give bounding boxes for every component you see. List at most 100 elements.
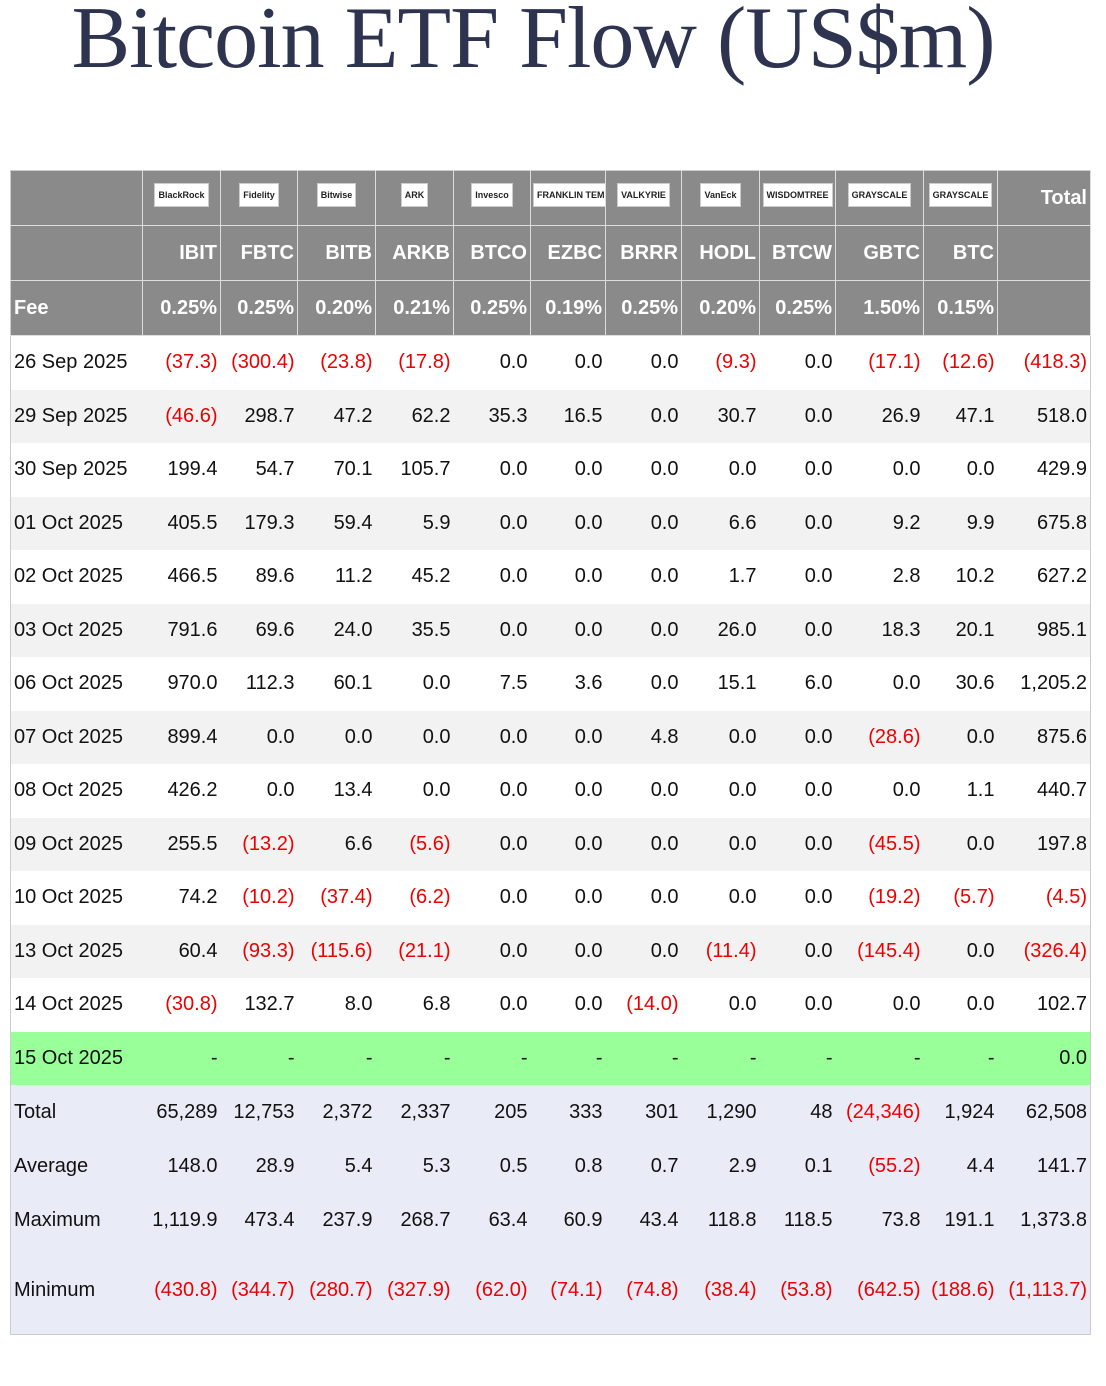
summary-value: 148.0	[142, 1139, 221, 1193]
summary-value: 2,337	[375, 1085, 454, 1139]
flow-value: 0.0	[804, 351, 833, 374]
flow-value: 8.0	[344, 993, 373, 1016]
logo-cell: Fidelity	[220, 170, 298, 226]
flow-value: 9.2	[835, 496, 924, 550]
summary-value: 5.4	[297, 1139, 376, 1193]
flow-value: (28.6)	[835, 710, 924, 764]
summary-label: Maximum	[10, 1193, 143, 1247]
flow-value: 0.0	[530, 710, 606, 764]
flow-value: 13.4	[333, 779, 373, 802]
flow-value: 0.0	[804, 565, 833, 588]
date: 10 Oct 2025	[14, 886, 123, 909]
flow-value: 60.1	[333, 672, 373, 695]
fee: 0.20%	[297, 280, 376, 336]
summary-value: 1,119.9	[142, 1193, 221, 1247]
date: 01 Oct 2025	[10, 496, 143, 550]
flow-value: 0.0	[574, 886, 603, 909]
flow-value: 440.7	[1036, 779, 1087, 802]
fee: 0.25%	[142, 280, 221, 336]
logo-cell: FRANKLIN TEMPLETON	[530, 170, 606, 226]
flow-value: 255.5	[142, 817, 221, 871]
flow-value: (37.4)	[320, 886, 373, 909]
date: 09 Oct 2025	[10, 817, 143, 871]
ticker: BTC	[923, 225, 998, 281]
fee: 0.25%	[220, 280, 298, 336]
flow-value: (115.6)	[297, 924, 376, 978]
flow-value: 35.3	[453, 389, 531, 443]
summary-value: (24,346)	[835, 1085, 924, 1139]
flow-row: 08 Oct 2025 426.2 0.0 13.4 0.0 0.0 0.0 0.0 0.0 0.…	[11, 764, 1091, 818]
flow-value: 0.0	[923, 710, 998, 764]
flow-value: 0.0	[499, 886, 528, 909]
logo-cell: WISDOMTREE	[759, 170, 836, 226]
summary-value: 118.5	[759, 1193, 836, 1247]
flow-value: 985.1	[997, 603, 1091, 657]
logo-row: BlackRock Fidelity Bitwise ARK Invesco FRANKL…	[10, 170, 1091, 226]
summary-value: 2.9	[681, 1139, 760, 1193]
flow-value: 0.0	[759, 817, 836, 871]
flow-value: 426.2	[167, 779, 218, 802]
ticker: IBIT	[142, 225, 221, 281]
flow-value: 1,205.2	[1020, 672, 1087, 695]
ticker: BTCO	[453, 225, 531, 281]
flow-value: 6.0	[804, 672, 833, 695]
logo-cell: GRAYSCALE	[923, 170, 998, 226]
flow-value: 0.0	[499, 779, 528, 802]
summary-row: Average 148.0 28.9 5.4 5.3 0.5 0.8 0.7 2.9 0.1 (55…	[10, 1139, 1091, 1193]
fee: 0.25%	[759, 280, 836, 336]
flow-value: 60.4	[142, 924, 221, 978]
flow-value: 0.0	[220, 710, 298, 764]
issuer-logo: Bitwise	[316, 183, 357, 207]
summary-label: Average	[10, 1139, 143, 1193]
flow-row: 02 Oct 2025 466.5 89.6 11.2 45.2 0.0 0.0 0.0 1.7…	[11, 550, 1091, 604]
date: 03 Oct 2025	[10, 603, 143, 657]
flow-value: -	[142, 1031, 221, 1085]
flow-value: 45.2	[411, 565, 451, 588]
ticker: EZBC	[530, 225, 606, 281]
logo-cell: VanEck	[681, 170, 760, 226]
fee: 1.50%	[835, 280, 924, 336]
summary-value: (38.4)	[681, 1247, 760, 1335]
summary-value: 0.1	[759, 1139, 836, 1193]
date: 08 Oct 2025	[14, 779, 123, 802]
fee-label: Fee	[10, 280, 143, 336]
flow-value: -	[759, 1031, 836, 1085]
issuer-logo: Fidelity	[239, 183, 279, 207]
date: 02 Oct 2025	[14, 565, 123, 588]
flow-value: (45.5)	[835, 817, 924, 871]
flow-value: 132.7	[244, 993, 295, 1016]
date: 26 Sep 2025	[14, 351, 128, 374]
flow-value: 0.0	[804, 779, 833, 802]
flow-value: -	[530, 1031, 606, 1085]
issuer-logo: Invesco	[471, 183, 513, 207]
flow-value: 0.0	[574, 993, 603, 1016]
flow-value: 0.0	[605, 603, 682, 657]
date: 15 Oct 2025	[10, 1031, 143, 1085]
flow-value: 0.0	[923, 924, 998, 978]
summary-value: 301	[605, 1085, 682, 1139]
flow-value: 18.3	[835, 603, 924, 657]
flow-value: 47.1	[923, 389, 998, 443]
flow-value: 0.0	[499, 565, 528, 588]
summary-value: 191.1	[923, 1193, 998, 1247]
flow-value: 0.0	[453, 924, 531, 978]
summary-value: 141.7	[997, 1139, 1091, 1193]
flow-value: 0.0	[650, 672, 679, 695]
flow-value: 62.2	[375, 389, 454, 443]
summary-value: (188.6)	[923, 1247, 998, 1335]
flow-value: 74.2	[178, 886, 218, 909]
flow-value: 0.0	[574, 565, 603, 588]
summary-value: 65,289	[142, 1085, 221, 1139]
flow-row: 06 Oct 2025 970.0 112.3 60.1 0.0 7.5 3.6 0.0 15.…	[11, 657, 1091, 711]
total-header: Total	[997, 170, 1091, 226]
flow-value: 112.3	[245, 672, 295, 695]
flow-value: 0.0	[605, 924, 682, 978]
flow-value: -	[297, 1031, 376, 1085]
flow-value: 0.0	[923, 817, 998, 871]
flow-value: 518.0	[997, 389, 1091, 443]
fee: 0.19%	[530, 280, 606, 336]
flow-value: 0.0	[530, 817, 606, 871]
date: 13 Oct 2025	[10, 924, 143, 978]
fee: 0.15%	[923, 280, 998, 336]
flow-value: 6.6	[297, 817, 376, 871]
